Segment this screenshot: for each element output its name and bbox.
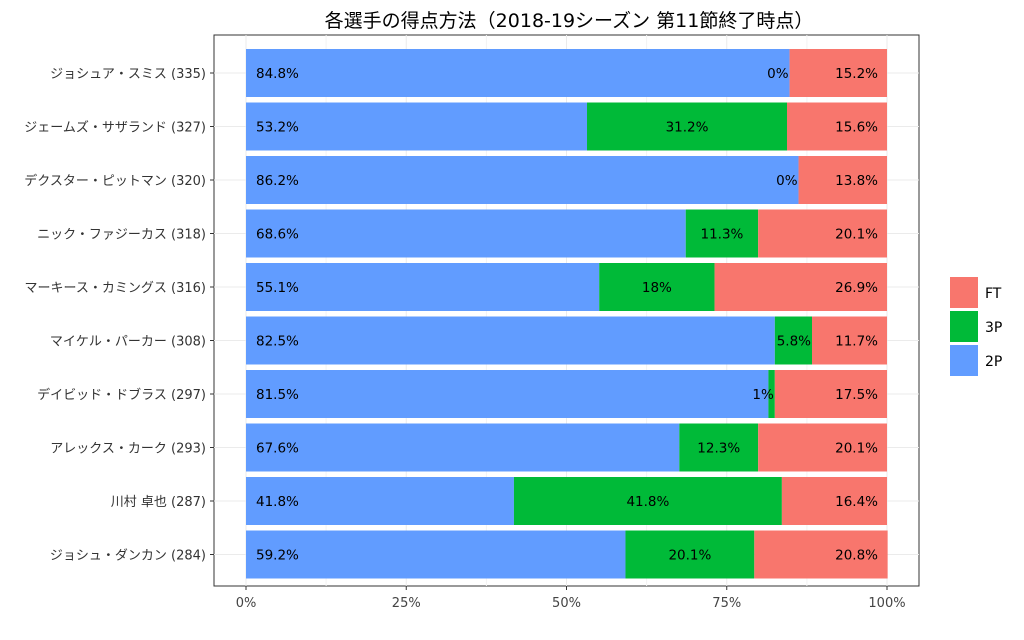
data-label-3p: 1% — [752, 387, 774, 403]
data-label-2p: 59.2% — [256, 548, 299, 564]
data-label-2p: 81.5% — [256, 387, 299, 403]
bars-layer — [246, 49, 888, 579]
bar-segment-ft — [758, 209, 887, 258]
data-label-3p: 0% — [767, 66, 789, 82]
bar-segment-3p — [599, 263, 715, 311]
data-label-2p: 68.6% — [256, 227, 299, 243]
data-label-3p: 41.8% — [626, 494, 669, 510]
y-tick-label: デイビッド・ドブラス (297) — [37, 387, 206, 403]
bar-segment-ft — [798, 156, 887, 204]
data-label-ft: 15.2% — [835, 66, 878, 82]
bar-segment-3p — [587, 102, 788, 151]
data-label-ft: 26.9% — [835, 280, 878, 296]
data-label-ft: 20.1% — [835, 227, 878, 243]
legend-key-2p — [950, 345, 978, 376]
data-label-3p: 0% — [776, 173, 798, 189]
y-tick-label: デクスター・ピットマン (320) — [24, 173, 206, 189]
data-label-2p: 55.1% — [256, 280, 299, 296]
x-tick-label: 50% — [552, 596, 581, 611]
data-label-ft: 20.1% — [835, 441, 878, 457]
bar-segment-2p — [246, 156, 799, 204]
legend-key-3p — [950, 311, 978, 342]
legend-label-2p: 2P — [985, 354, 1002, 370]
y-tick-label: ジョシュア・スミス (335) — [50, 67, 206, 82]
data-label-2p: 84.8% — [256, 66, 299, 82]
chart-title: 各選手の得点方法（2018-19シーズン 第11節終了時点） — [325, 10, 814, 32]
x-tick-label: 25% — [392, 596, 421, 611]
data-labels-layer: 84.8% 0% 15.2% 53.2% 31.2% 15.6% 86.2% 0% 13.8% 6… — [256, 66, 878, 564]
x-tick-label: 0% — [236, 596, 257, 611]
bar-segment-2p — [246, 49, 790, 97]
bar-segment-ft — [758, 423, 887, 472]
data-label-ft: 16.4% — [835, 494, 878, 510]
data-label-3p: 5.8% — [777, 334, 811, 350]
bar-segment-3p — [625, 530, 755, 579]
legend-label-3p: 3P — [985, 320, 1002, 336]
data-label-2p: 86.2% — [256, 173, 299, 189]
bar-segment-ft — [787, 102, 887, 151]
bar-segment-ft — [781, 477, 887, 525]
bar-segment-ft — [812, 316, 887, 365]
data-label-ft: 17.5% — [835, 387, 878, 403]
data-label-3p: 11.3% — [700, 227, 743, 243]
data-label-3p: 20.1% — [668, 548, 711, 564]
bar-segment-2p — [246, 530, 626, 579]
bar-segment-ft — [774, 370, 887, 418]
bar-segment-3p — [679, 423, 759, 472]
bar-segment-2p — [246, 423, 680, 472]
data-label-3p: 31.2% — [666, 120, 709, 136]
data-label-ft: 13.8% — [835, 173, 878, 189]
bar-segment-ft — [714, 263, 887, 311]
y-tick-label: ジョシュ・ダンカン (284) — [50, 549, 206, 564]
data-label-2p: 53.2% — [256, 120, 299, 136]
legend-key-ft — [950, 277, 978, 308]
x-tick-label: 75% — [712, 596, 741, 611]
bar-segment-2p — [246, 316, 775, 365]
bar-segment-ft — [754, 530, 888, 579]
bar-segment-2p — [246, 477, 514, 525]
x-tick-label: 100% — [868, 596, 905, 611]
bar-segment-2p — [246, 370, 769, 418]
y-tick-label: マーキース・カミングス (316) — [25, 281, 206, 296]
data-label-2p: 82.5% — [256, 334, 299, 350]
y-axis: ジョシュア・スミス (335) ジェームズ・サザランド (327) デクスター・ピッ… — [24, 67, 214, 564]
data-label-ft: 15.6% — [835, 120, 878, 136]
y-tick-label: マイケル・パーカー (308) — [50, 335, 206, 350]
data-label-2p: 41.8% — [256, 494, 299, 510]
bar-segment-2p — [246, 209, 686, 258]
data-label-ft: 11.7% — [835, 334, 878, 350]
data-label-2p: 67.6% — [256, 441, 299, 457]
y-tick-label: アレックス・カーク (293) — [50, 442, 206, 457]
data-label-ft: 20.8% — [835, 548, 878, 564]
bar-segment-3p — [768, 370, 775, 418]
legend-label-ft: FT — [985, 286, 1002, 302]
bar-segment-3p — [774, 316, 813, 365]
y-tick-label: 川村 卓也 (287) — [111, 495, 206, 510]
bar-segment-2p — [246, 263, 600, 311]
data-label-3p: 18% — [642, 280, 672, 296]
bar-segment-2p — [246, 102, 588, 151]
bar-segment-ft — [789, 49, 887, 97]
legend: FT 3P 2P — [950, 277, 1002, 376]
bar-segment-3p — [685, 209, 759, 258]
bar-segment-3p — [513, 477, 782, 525]
x-axis: 0% 25% 50% 75% 100% — [236, 586, 906, 611]
y-tick-label: ニック・ファジーカス (318) — [37, 228, 206, 243]
data-label-3p: 12.3% — [697, 441, 740, 457]
y-tick-label: ジェームズ・サザランド (327) — [24, 120, 206, 136]
